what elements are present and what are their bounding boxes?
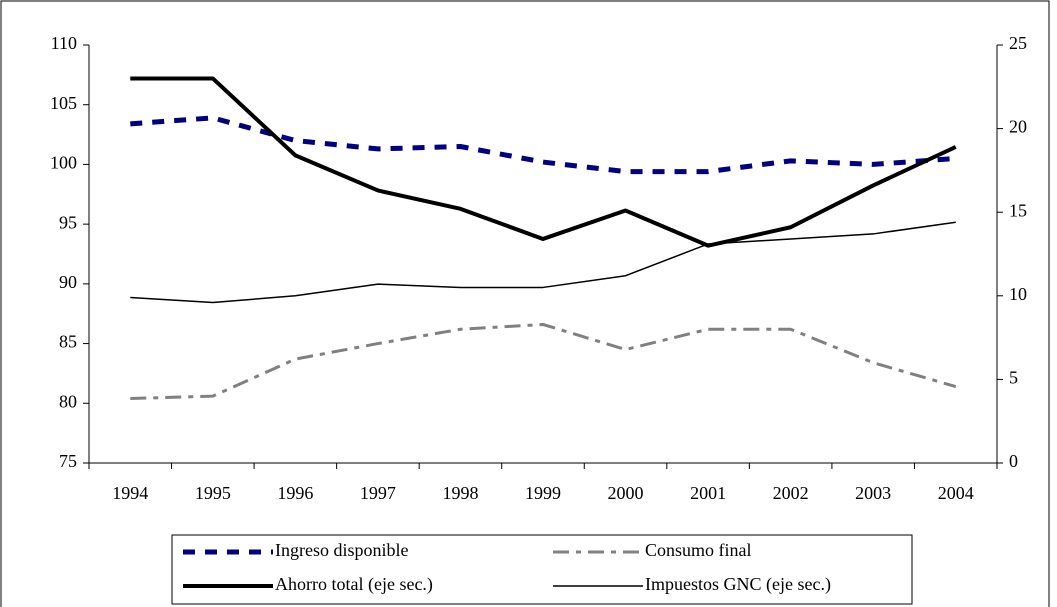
- y-tick-label: 90: [59, 272, 77, 292]
- series-line: [130, 115, 956, 175]
- series-line: [130, 322, 957, 401]
- series-line: [130, 221, 956, 304]
- y-tick-label: 85: [59, 332, 77, 352]
- x-tick-label: 2001: [690, 483, 726, 503]
- y-tick-label: 95: [59, 212, 77, 232]
- x-tick-label: 1995: [195, 483, 231, 503]
- y2-tick-label: 15: [1009, 200, 1027, 220]
- legend-label: Ingreso disponible: [275, 540, 408, 560]
- legend-label: Impuestos GNC (eje sec.): [645, 574, 831, 595]
- x-tick-label: 1996: [277, 483, 313, 503]
- x-tick-label: 1999: [525, 483, 561, 503]
- x-tick-label: 2003: [855, 483, 891, 503]
- y-tick-label: 80: [59, 391, 77, 411]
- x-tick-label: 2000: [608, 483, 644, 503]
- y2-tick-label: 25: [1009, 33, 1027, 53]
- y-tick-label: 75: [59, 451, 77, 471]
- y-tick-label: 105: [50, 93, 77, 113]
- x-tick-label: 2004: [938, 483, 974, 503]
- x-tick-label: 1997: [360, 483, 396, 503]
- y2-tick-label: 10: [1009, 284, 1027, 304]
- x-tick-label: 1994: [112, 483, 148, 503]
- y-tick-label: 100: [50, 153, 77, 173]
- y2-tick-label: 5: [1009, 368, 1018, 388]
- y-tick-label: 110: [51, 33, 77, 53]
- legend-box: [171, 534, 913, 605]
- y2-tick-label: 20: [1009, 117, 1027, 137]
- y2-tick-label: 0: [1009, 451, 1018, 471]
- x-tick-label: 2002: [773, 483, 809, 503]
- x-tick-label: 1998: [442, 483, 478, 503]
- legend-label: Consumo final: [645, 540, 752, 560]
- series-line: [130, 76, 957, 248]
- legend-label: Ahorro total (eje sec.): [275, 574, 433, 595]
